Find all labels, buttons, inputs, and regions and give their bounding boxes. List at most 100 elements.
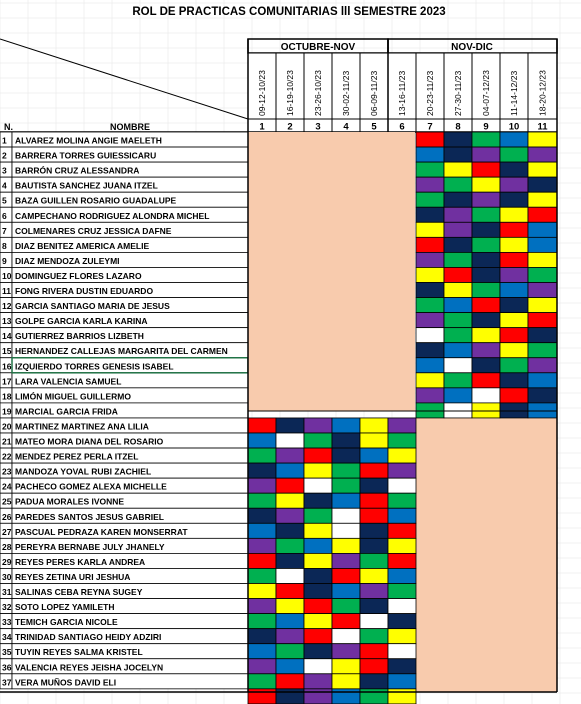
assignment-cell[interactable]	[247, 507, 277, 524]
assignment-cell[interactable]	[331, 613, 361, 630]
assignment-cell[interactable]	[471, 327, 501, 344]
assignment-cell[interactable]	[499, 236, 529, 253]
assignment-cell[interactable]	[303, 477, 333, 494]
assignment-cell[interactable]	[471, 176, 501, 193]
assignment-cell[interactable]	[527, 297, 558, 313]
assignment-cell[interactable]	[415, 176, 445, 193]
assignment-cell[interactable]	[527, 191, 558, 208]
assignment-cell[interactable]	[359, 658, 389, 675]
assignment-cell[interactable]	[443, 402, 473, 419]
assignment-cell[interactable]	[275, 553, 305, 569]
assignment-cell[interactable]	[303, 598, 333, 614]
assignment-cell[interactable]	[247, 658, 277, 675]
assignment-cell[interactable]	[247, 447, 277, 464]
assignment-cell[interactable]	[247, 432, 277, 449]
assignment-cell[interactable]	[359, 673, 389, 690]
assignment-cell[interactable]	[303, 613, 333, 630]
assignment-cell[interactable]	[247, 643, 277, 660]
assignment-cell[interactable]	[387, 522, 417, 539]
assignment-cell[interactable]	[359, 507, 389, 524]
assignment-cell[interactable]	[275, 447, 305, 464]
assignment-cell[interactable]	[443, 146, 473, 163]
assignment-cell[interactable]	[303, 553, 333, 569]
assignment-cell[interactable]	[499, 402, 529, 419]
assignment-cell[interactable]	[303, 643, 333, 660]
assignment-cell[interactable]	[471, 357, 501, 374]
assignment-cell[interactable]	[387, 477, 417, 494]
assignment-cell[interactable]	[499, 282, 529, 298]
assignment-cell[interactable]	[415, 131, 445, 148]
assignment-cell[interactable]	[499, 372, 529, 389]
assignment-cell[interactable]	[247, 583, 277, 599]
assignment-cell[interactable]	[331, 643, 361, 660]
assignment-cell[interactable]	[443, 191, 473, 208]
assignment-cell[interactable]	[499, 176, 529, 193]
assignment-cell[interactable]	[415, 191, 445, 208]
assignment-cell[interactable]	[415, 297, 445, 313]
assignment-cell[interactable]	[443, 206, 473, 223]
assignment-cell[interactable]	[471, 372, 501, 389]
assignment-cell[interactable]	[499, 387, 529, 404]
assignment-cell[interactable]	[415, 372, 445, 389]
assignment-cell[interactable]	[303, 568, 333, 584]
assignment-cell[interactable]	[247, 537, 277, 554]
assignment-cell[interactable]	[471, 251, 501, 268]
assignment-cell[interactable]	[527, 342, 558, 359]
assignment-cell[interactable]	[443, 282, 473, 298]
assignment-cell[interactable]	[443, 221, 473, 238]
assignment-cell[interactable]	[499, 161, 529, 178]
assignment-cell[interactable]	[275, 598, 305, 614]
assignment-cell[interactable]	[359, 447, 389, 464]
assignment-cell[interactable]	[499, 206, 529, 223]
assignment-cell[interactable]	[527, 327, 558, 344]
assignment-cell[interactable]	[247, 462, 277, 479]
assignment-cell[interactable]	[471, 221, 501, 238]
assignment-cell[interactable]	[443, 387, 473, 404]
assignment-cell[interactable]	[247, 598, 277, 614]
assignment-cell[interactable]	[331, 537, 361, 554]
assignment-cell[interactable]	[359, 477, 389, 494]
assignment-cell[interactable]	[247, 492, 277, 509]
assignment-cell[interactable]	[527, 131, 558, 148]
assignment-cell[interactable]	[471, 191, 501, 208]
assignment-cell[interactable]	[471, 267, 501, 283]
assignment-cell[interactable]	[387, 673, 417, 690]
assignment-cell[interactable]	[275, 628, 305, 645]
assignment-cell[interactable]	[499, 146, 529, 163]
assignment-cell[interactable]	[331, 477, 361, 494]
assignment-cell[interactable]	[527, 267, 558, 283]
assignment-cell[interactable]	[303, 658, 333, 675]
assignment-cell[interactable]	[415, 327, 445, 344]
assignment-cell[interactable]	[443, 267, 473, 283]
assignment-cell[interactable]	[499, 221, 529, 238]
assignment-cell[interactable]	[275, 477, 305, 494]
assignment-cell[interactable]	[415, 357, 445, 374]
assignment-cell[interactable]	[527, 221, 558, 238]
assignment-cell[interactable]	[471, 282, 501, 298]
assignment-cell[interactable]	[443, 327, 473, 344]
assignment-cell[interactable]	[415, 221, 445, 238]
assignment-cell[interactable]	[331, 432, 361, 449]
assignment-cell[interactable]	[443, 176, 473, 193]
assignment-cell[interactable]	[303, 492, 333, 509]
assignment-cell[interactable]	[359, 522, 389, 539]
assignment-cell[interactable]	[387, 658, 417, 675]
assignment-cell[interactable]	[303, 537, 333, 554]
assignment-cell[interactable]	[303, 507, 333, 524]
assignment-cell[interactable]	[415, 402, 445, 419]
assignment-cell[interactable]	[443, 342, 473, 359]
assignment-cell[interactable]	[499, 312, 529, 329]
assignment-cell[interactable]	[499, 251, 529, 268]
assignment-cell[interactable]	[247, 522, 277, 539]
assignment-cell[interactable]	[415, 251, 445, 268]
assignment-cell[interactable]	[471, 161, 501, 178]
assignment-cell[interactable]	[247, 628, 277, 645]
assignment-cell[interactable]	[415, 161, 445, 178]
assignment-cell[interactable]	[359, 537, 389, 554]
assignment-cell[interactable]	[387, 447, 417, 464]
assignment-cell[interactable]	[331, 673, 361, 690]
assignment-cell[interactable]	[499, 342, 529, 359]
assignment-cell[interactable]	[387, 553, 417, 569]
assignment-cell[interactable]	[387, 537, 417, 554]
assignment-cell[interactable]	[331, 598, 361, 614]
